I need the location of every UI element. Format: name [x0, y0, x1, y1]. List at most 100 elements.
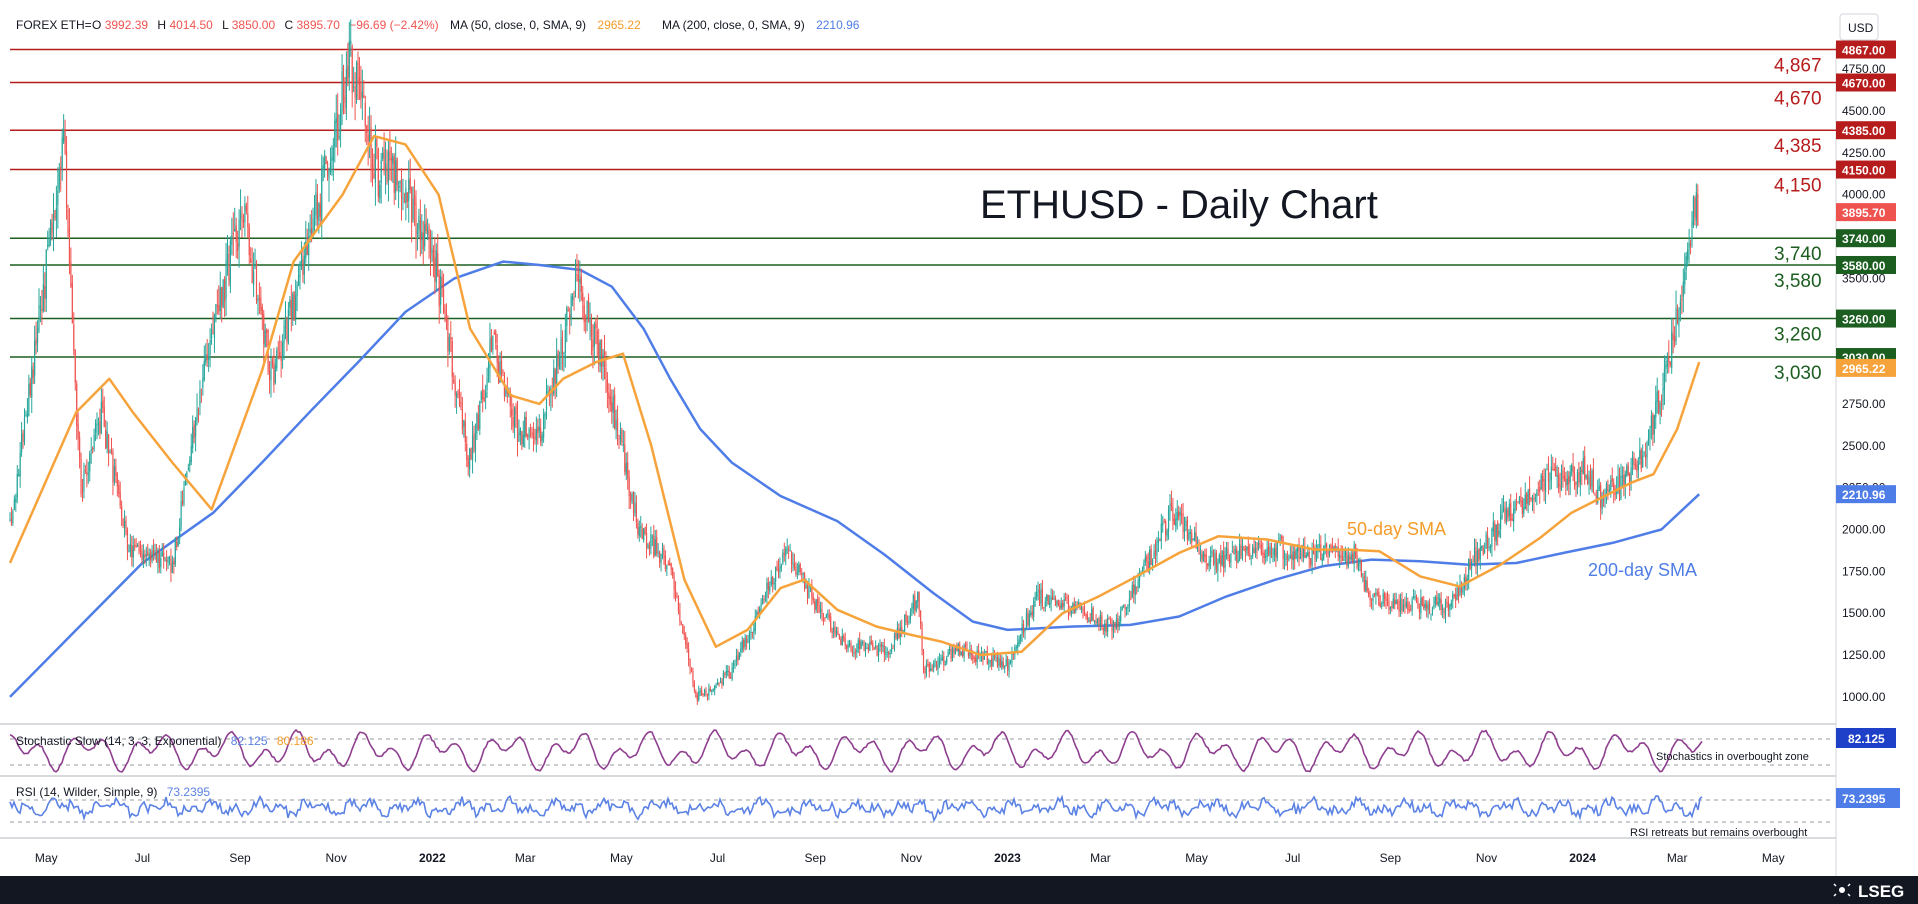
candle-body-up [187, 468, 189, 470]
candle-body-down [721, 680, 723, 685]
candle-body-up [1571, 465, 1573, 472]
price-tags: 3895.70 2965.22 2210.96 [1836, 203, 1896, 504]
candle-body-down [266, 330, 268, 333]
candle-body-up [514, 408, 516, 428]
candle-body-up [1025, 612, 1028, 629]
candle-body-down [1101, 615, 1103, 627]
candle-body-up [179, 526, 181, 538]
candle-body-up [244, 204, 246, 223]
candle-body-up [1318, 544, 1320, 546]
candle-body-up [1523, 507, 1525, 514]
candle-body-up [815, 599, 817, 610]
candle-body-down [561, 336, 564, 355]
candle-body-up [1691, 221, 1693, 242]
candle-body-up [564, 329, 566, 353]
candle-body-down [1154, 549, 1157, 557]
candle-body-up [847, 644, 849, 649]
x-tick-label: Nov [1476, 851, 1497, 865]
candle-body-up [1597, 489, 1599, 503]
rsi-note: RSI retreats but remains overbought [1630, 827, 1807, 839]
candle-body-down [1379, 603, 1381, 607]
candle-body-down [999, 658, 1001, 667]
candle-body-down [1102, 628, 1104, 631]
sma50-series [8, 134, 1701, 657]
candle-body-down [1542, 475, 1544, 482]
candle-body-up [48, 237, 50, 246]
candle-body-down [1669, 361, 1671, 366]
candle-body-up [654, 539, 656, 556]
candle-body-down [325, 157, 327, 165]
candle-body-up [545, 392, 548, 411]
candle-body-down [1057, 599, 1059, 606]
candle-body-up [734, 661, 736, 663]
candle-body-down [1472, 561, 1474, 563]
currency-box[interactable] [1839, 13, 1879, 41]
candle-body-up [151, 550, 153, 560]
candle-body-down [357, 61, 359, 83]
candle-body-down [1368, 591, 1370, 596]
stoch-value-tag [1836, 728, 1896, 748]
candle-body-down [1186, 519, 1188, 540]
candle-body-up [879, 643, 881, 648]
candle-body-down [434, 257, 436, 281]
candle-body-down [293, 291, 295, 321]
candle-body-up [315, 192, 317, 215]
candle-body-up [1695, 191, 1697, 221]
candle-body-down [1578, 472, 1580, 483]
candle-body-up [424, 224, 426, 247]
candle-body-down [464, 421, 466, 442]
candle-body-down [1270, 548, 1273, 556]
candle-body-up [190, 445, 192, 463]
candle-body-down [84, 470, 86, 472]
candle-body-up [835, 630, 838, 637]
candle-body-down [354, 86, 356, 98]
price-tag-label-3895.70: 3895.70 [1842, 206, 1886, 220]
candle-body-down [247, 213, 249, 228]
candle-body-down [118, 485, 120, 494]
candle-body-down [1109, 620, 1112, 622]
candle-body-down [344, 96, 346, 103]
candle-body-up [759, 608, 761, 615]
candle-body-up [1508, 504, 1510, 517]
candle-body-down [757, 611, 759, 616]
candle-body-down [669, 562, 671, 566]
candle-body-up [1323, 545, 1325, 560]
candle-body-up [289, 300, 291, 308]
candle-body-up [1050, 596, 1052, 603]
candle-body-up [661, 547, 664, 555]
candle-body-up [560, 338, 562, 357]
level-tag-4150.00 [1836, 160, 1896, 179]
candle-body-down [683, 633, 685, 636]
candle-body-down [1457, 586, 1460, 597]
candle-body-down [1054, 597, 1057, 606]
candle-body-down [1286, 556, 1289, 560]
candle-body-down [1408, 609, 1410, 611]
candle-body-up [963, 645, 965, 657]
candle-body-down [927, 663, 929, 665]
candle-body-up [1162, 523, 1164, 526]
candle-body-down [447, 319, 449, 351]
candle-body-up [612, 396, 614, 413]
candle-body-up [222, 279, 224, 308]
stoch-k-value: 82.125 [231, 734, 268, 748]
candle-body-down [1674, 336, 1676, 342]
candle-body-up [21, 433, 23, 452]
high-label: H [157, 18, 166, 32]
candle-body-up [1566, 478, 1568, 485]
horizontal-levels: 4,867 4867.00 4,670 4670.00 4,385 4385.00 4,15… [10, 40, 1896, 384]
candle-body-up [1239, 544, 1241, 561]
candle-body-up [1167, 509, 1170, 532]
candle-body-down [138, 545, 140, 552]
candle-body-up [1631, 458, 1634, 465]
candle-body-up [761, 598, 764, 605]
candle-body-down [1228, 560, 1231, 564]
candle-body-up [1131, 585, 1133, 598]
candle-body-up [1362, 574, 1364, 576]
candle-body-up [487, 365, 490, 377]
candle-body-up [785, 548, 787, 556]
candle-body-down [400, 178, 403, 198]
candle-body-down [1220, 555, 1222, 566]
currency-label: USD [1848, 21, 1874, 35]
candle-body-up [1462, 588, 1464, 593]
